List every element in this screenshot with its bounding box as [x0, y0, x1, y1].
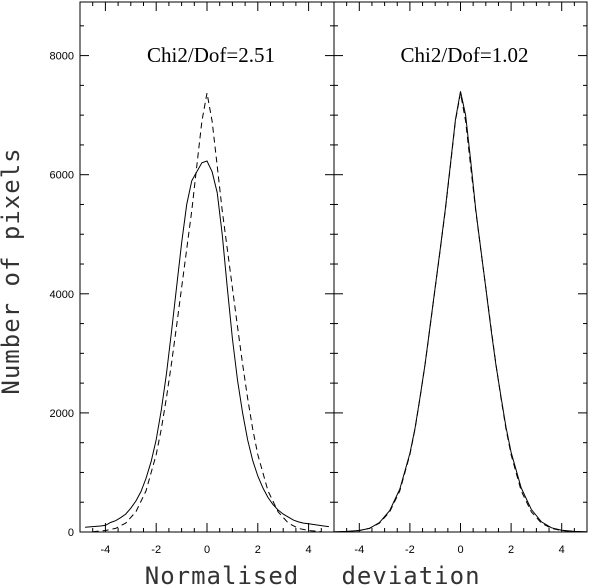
y-tick-label: 0: [68, 527, 74, 539]
panel-1: -4 -2 0 2 4 0 2000 4000 6000 8000 Chi2/Dof=2.51: [50, 1, 335, 556]
panel-annotation: Chi2/Dof=2.51: [147, 43, 275, 67]
panel-frame: [333, 1, 588, 533]
panel-annotation: Chi2/Dof=1.02: [401, 43, 529, 67]
y-tick-label: 8000: [50, 51, 74, 63]
model-curve-dashed: [92, 93, 322, 533]
panel-frame: [79, 1, 335, 533]
x-tick-label: -4: [354, 544, 364, 556]
x-tick-label: 4: [306, 544, 312, 556]
x-tick-label: 4: [559, 544, 565, 556]
x-tick-label: 0: [204, 544, 210, 556]
y-tick-label: 2000: [50, 408, 74, 420]
y-tick-label: 4000: [50, 289, 74, 301]
y-axis-title: Number of pixels: [0, 147, 25, 394]
x-tick-label: -2: [151, 544, 161, 556]
x-tick-label: 2: [508, 544, 514, 556]
model-curve-dashed: [346, 93, 575, 533]
x-axis-title-right: deviation: [341, 562, 480, 588]
x-axis-title-left: Normalised: [145, 562, 300, 588]
data-curve-solid: [85, 160, 329, 528]
x-tick-label: -2: [405, 544, 415, 556]
x-tick-label: 2: [255, 544, 261, 556]
panel-2: -4 -2 0 2 4 Chi2/Dof=1.02: [333, 1, 588, 556]
data-curve-solid: [333, 91, 588, 533]
x-tick-label: 0: [457, 544, 463, 556]
x-tick-label: -4: [101, 544, 111, 556]
y-tick-label: 6000: [50, 170, 74, 182]
